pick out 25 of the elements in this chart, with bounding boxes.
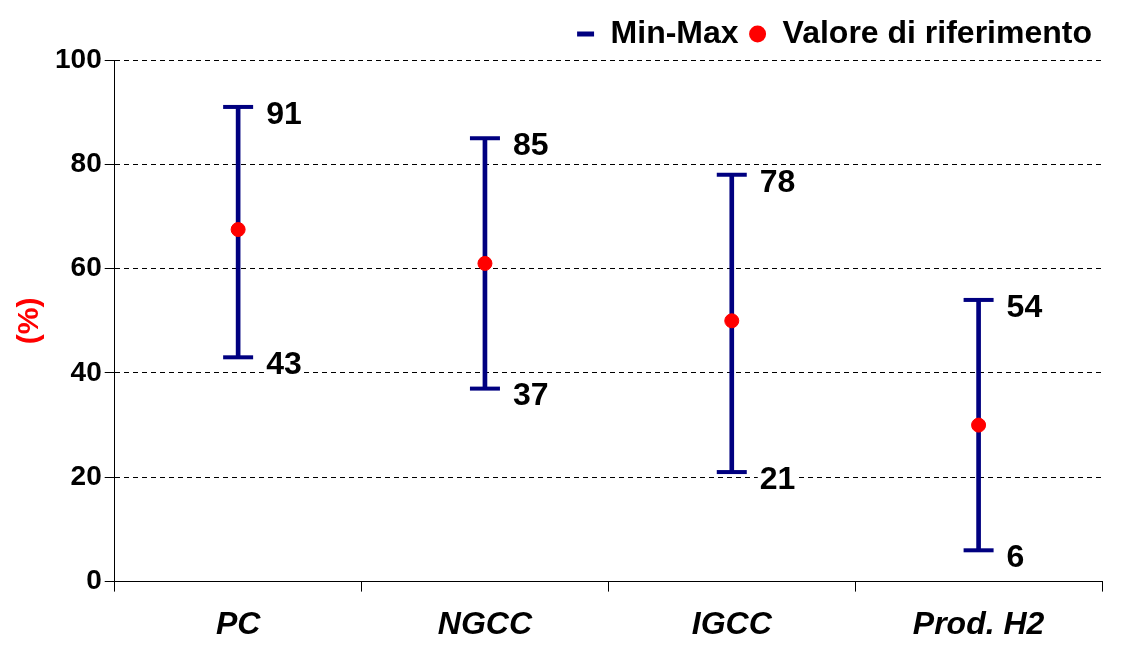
annotation: 37: [512, 376, 549, 413]
x-tick-label: PC: [215, 604, 262, 641]
y-tick-label: 0: [86, 564, 102, 596]
annotation: 21: [759, 459, 796, 496]
legend-label: Valore di riferimento: [782, 13, 1092, 50]
x-tick-label: IGCC: [691, 604, 773, 641]
y-tick-label: 20: [70, 460, 102, 491]
point: [724, 313, 740, 329]
annotation: 91: [266, 94, 302, 131]
y-tick-label: 80: [70, 147, 102, 179]
point: [477, 255, 493, 271]
annotation: 43: [266, 345, 302, 382]
point: [971, 417, 987, 433]
point: [230, 222, 246, 238]
y-tick-label: 40: [70, 355, 102, 387]
annotation: 54: [1006, 287, 1043, 324]
legend-label: Min-Max: [610, 13, 739, 50]
y-axis-title: (%): [11, 297, 45, 345]
y-tick-label: 60: [70, 251, 102, 283]
y-tick-label: 100: [55, 42, 102, 74]
annotation: 6: [1006, 538, 1025, 575]
x-tick-label: Prod. H2: [912, 604, 1045, 641]
annotation: 85: [512, 126, 549, 163]
x-tick-label: NGCC: [437, 604, 533, 641]
annotation: 78: [759, 162, 796, 199]
